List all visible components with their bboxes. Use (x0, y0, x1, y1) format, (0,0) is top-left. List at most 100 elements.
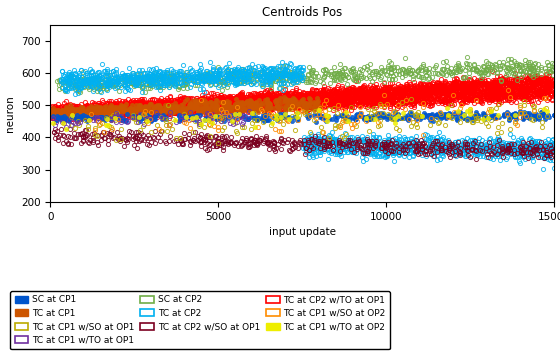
TC at CP1 (221, 100, 228, 104)
TC at CP2 w/SO at OP1 (388, 148, 395, 153)
TC at CP1 w/TO at OP2 (544, 108, 550, 113)
TC at CP1 w/TO at OP1 (194, 115, 201, 120)
TC at CP1 (315, 104, 322, 109)
TC at CP2 (540, 167, 547, 171)
Legend: SC at CP1, TC at CP1, TC at CP1 w/SO at OP1, TC at CP1 w/TO at OP1, SC at CP2, T: SC at CP1, TC at CP1, TC at CP1 w/SO at … (10, 291, 390, 349)
Y-axis label: neuron: neuron (6, 95, 16, 132)
TC at CP1 w/SO at OP1 (544, 114, 550, 118)
TC at CP1 w/SO at OP2 (377, 104, 384, 109)
TC at CP2 (255, 69, 262, 74)
TC at CP1 w/TO at OP2 (49, 121, 56, 126)
TC at CP2 w/TO at OP1 (73, 119, 80, 123)
Line: TC at CP1 w/TO at OP2: TC at CP1 w/TO at OP2 (51, 106, 549, 131)
TC at CP2 w/TO at OP1 (462, 84, 469, 88)
Line: TC at CP2 w/TO at OP1: TC at CP2 w/TO at OP1 (48, 69, 556, 122)
TC at CP1 w/TO at OP1 (144, 116, 151, 120)
TC at CP2 w/SO at OP1 (203, 135, 209, 139)
TC at CP2 w/SO at OP1 (430, 141, 437, 145)
TC at CP1 w/TO at OP2 (345, 119, 352, 123)
Line: SC at CP2: SC at CP2 (55, 55, 556, 95)
TC at CP1 (162, 108, 169, 112)
TC at CP1 w/SO at OP2 (87, 112, 94, 116)
TC at CP2 w/TO at OP1 (47, 111, 54, 115)
TC at CP1 w/SO at OP2 (337, 125, 343, 129)
TC at CP1 w/TO at OP2 (209, 121, 216, 125)
TC at CP2 w/TO at OP1 (239, 97, 246, 101)
TC at CP1 w/TO at OP1 (181, 117, 188, 121)
Line: TC at CP2 w/SO at OP1: TC at CP2 w/SO at OP1 (52, 126, 556, 161)
TC at CP1 w/TO at OP2 (444, 106, 450, 110)
TC at CP1 w/TO at OP1 (187, 109, 194, 114)
TC at CP2 (58, 79, 64, 83)
SC at CP2 (487, 67, 494, 71)
SC at CP1 (236, 115, 242, 119)
SC at CP1 (394, 115, 400, 119)
SC at CP2 (54, 79, 60, 83)
TC at CP1 (281, 95, 288, 99)
TC at CP1 w/TO at OP1 (204, 112, 211, 116)
TC at CP1 w/TO at OP2 (228, 119, 235, 123)
SC at CP2 (464, 55, 471, 59)
TC at CP1 w/SO at OP1 (215, 141, 222, 145)
TC at CP2 (390, 151, 397, 155)
Line: TC at CP1 w/SO at OP2: TC at CP1 w/SO at OP2 (88, 88, 548, 137)
TC at CP1 w/SO at OP1 (99, 121, 106, 125)
TC at CP1 w/TO at OP1 (50, 116, 57, 120)
TC at CP1 w/SO at OP1 (197, 122, 204, 126)
SC at CP1 (119, 118, 126, 122)
Title: Centroids Pos: Centroids Pos (262, 6, 343, 19)
TC at CP1 w/TO at OP1 (63, 124, 70, 129)
TC at CP2 (551, 166, 558, 171)
TC at CP2 w/SO at OP1 (473, 157, 479, 161)
TC at CP1 w/SO at OP1 (516, 110, 523, 115)
TC at CP1 w/SO at OP1 (530, 104, 537, 108)
TC at CP2 w/TO at OP1 (550, 77, 557, 81)
TC at CP1 (243, 99, 250, 104)
SC at CP2 (88, 77, 95, 81)
TC at CP1 w/TO at OP1 (234, 120, 240, 124)
TC at CP2 w/TO at OP1 (488, 69, 495, 74)
SC at CP1 (435, 114, 442, 118)
TC at CP1 w/TO at OP2 (201, 118, 208, 122)
Line: SC at CP1: SC at CP1 (51, 108, 557, 124)
TC at CP1 w/SO at OP1 (408, 97, 414, 101)
SC at CP1 (437, 112, 444, 116)
TC at CP1 (200, 109, 207, 114)
TC at CP2 w/SO at OP1 (550, 150, 557, 154)
TC at CP2 w/TO at OP1 (377, 90, 384, 94)
TC at CP2 (279, 60, 286, 64)
Line: TC at CP2: TC at CP2 (59, 60, 557, 171)
SC at CP2 (366, 69, 372, 73)
TC at CP1 (48, 108, 55, 112)
TC at CP1 w/TO at OP1 (245, 108, 252, 113)
SC at CP1 (50, 114, 57, 118)
TC at CP2 w/SO at OP1 (284, 137, 291, 141)
TC at CP2 w/SO at OP1 (355, 137, 362, 141)
TC at CP1 w/SO at OP2 (215, 128, 222, 132)
TC at CP1 w/TO at OP2 (172, 118, 179, 122)
TC at CP1 w/TO at OP2 (232, 112, 239, 116)
TC at CP1 w/SO at OP1 (159, 129, 166, 133)
TC at CP2 w/TO at OP1 (140, 105, 147, 110)
TC at CP2 w/SO at OP1 (151, 141, 158, 145)
TC at CP1 w/SO at OP1 (68, 115, 74, 119)
TC at CP1 w/SO at OP2 (530, 109, 537, 114)
SC at CP2 (350, 77, 357, 81)
TC at CP2 (258, 80, 265, 85)
TC at CP1 w/SO at OP2 (543, 95, 549, 99)
SC at CP1 (517, 108, 524, 113)
TC at CP1 (109, 110, 116, 114)
SC at CP1 (312, 120, 319, 124)
TC at CP1 (64, 115, 71, 119)
TC at CP2 w/SO at OP1 (67, 126, 73, 131)
SC at CP1 (551, 113, 558, 117)
TC at CP2 (237, 76, 244, 80)
X-axis label: input update: input update (269, 227, 336, 237)
SC at CP1 (271, 114, 278, 118)
TC at CP2 w/SO at OP1 (51, 130, 58, 135)
TC at CP1 (88, 106, 95, 110)
TC at CP1 w/TO at OP2 (63, 126, 69, 131)
TC at CP2 (82, 81, 89, 85)
SC at CP2 (551, 62, 558, 66)
Line: TC at CP1: TC at CP1 (49, 95, 321, 119)
